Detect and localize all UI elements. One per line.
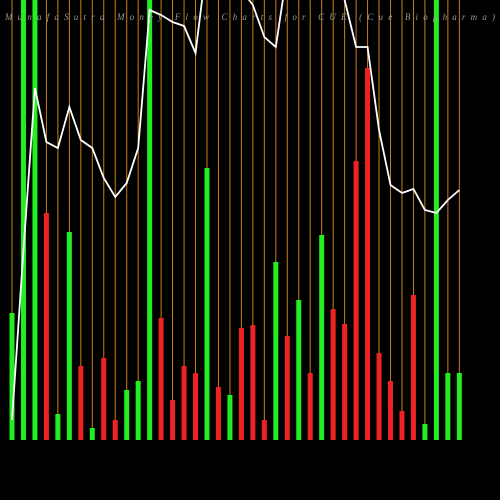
bar [227, 395, 233, 440]
bar [456, 373, 462, 440]
bar [422, 424, 428, 440]
money-flow-line [11, 0, 460, 421]
bar [66, 232, 72, 440]
bar [376, 353, 382, 440]
bar [365, 68, 371, 440]
bar [215, 387, 221, 440]
bar [353, 161, 359, 440]
bar [43, 213, 49, 440]
bar [124, 390, 130, 440]
bar [32, 0, 38, 440]
bar [89, 428, 95, 440]
bar [170, 400, 176, 440]
bar [273, 262, 279, 440]
bar [193, 373, 199, 440]
bar [261, 420, 267, 440]
bar [238, 328, 244, 440]
bar [181, 366, 187, 440]
bar [388, 381, 394, 440]
bar [399, 411, 405, 440]
bar [445, 373, 451, 440]
bar [158, 318, 164, 440]
bar [330, 309, 336, 440]
bar [78, 366, 84, 440]
bar [101, 358, 107, 440]
plot-area [9, 0, 462, 440]
bar [135, 381, 141, 440]
bar [342, 324, 348, 440]
bar [204, 168, 210, 440]
bar [284, 336, 290, 440]
bar [20, 0, 26, 440]
bar [307, 373, 313, 440]
bar [410, 295, 416, 440]
bar [112, 420, 118, 440]
bar [433, 0, 439, 440]
bar [147, 0, 153, 440]
bar [55, 414, 61, 440]
bar [296, 300, 302, 440]
bar [319, 235, 325, 440]
bar [9, 313, 15, 440]
bar [250, 325, 256, 440]
